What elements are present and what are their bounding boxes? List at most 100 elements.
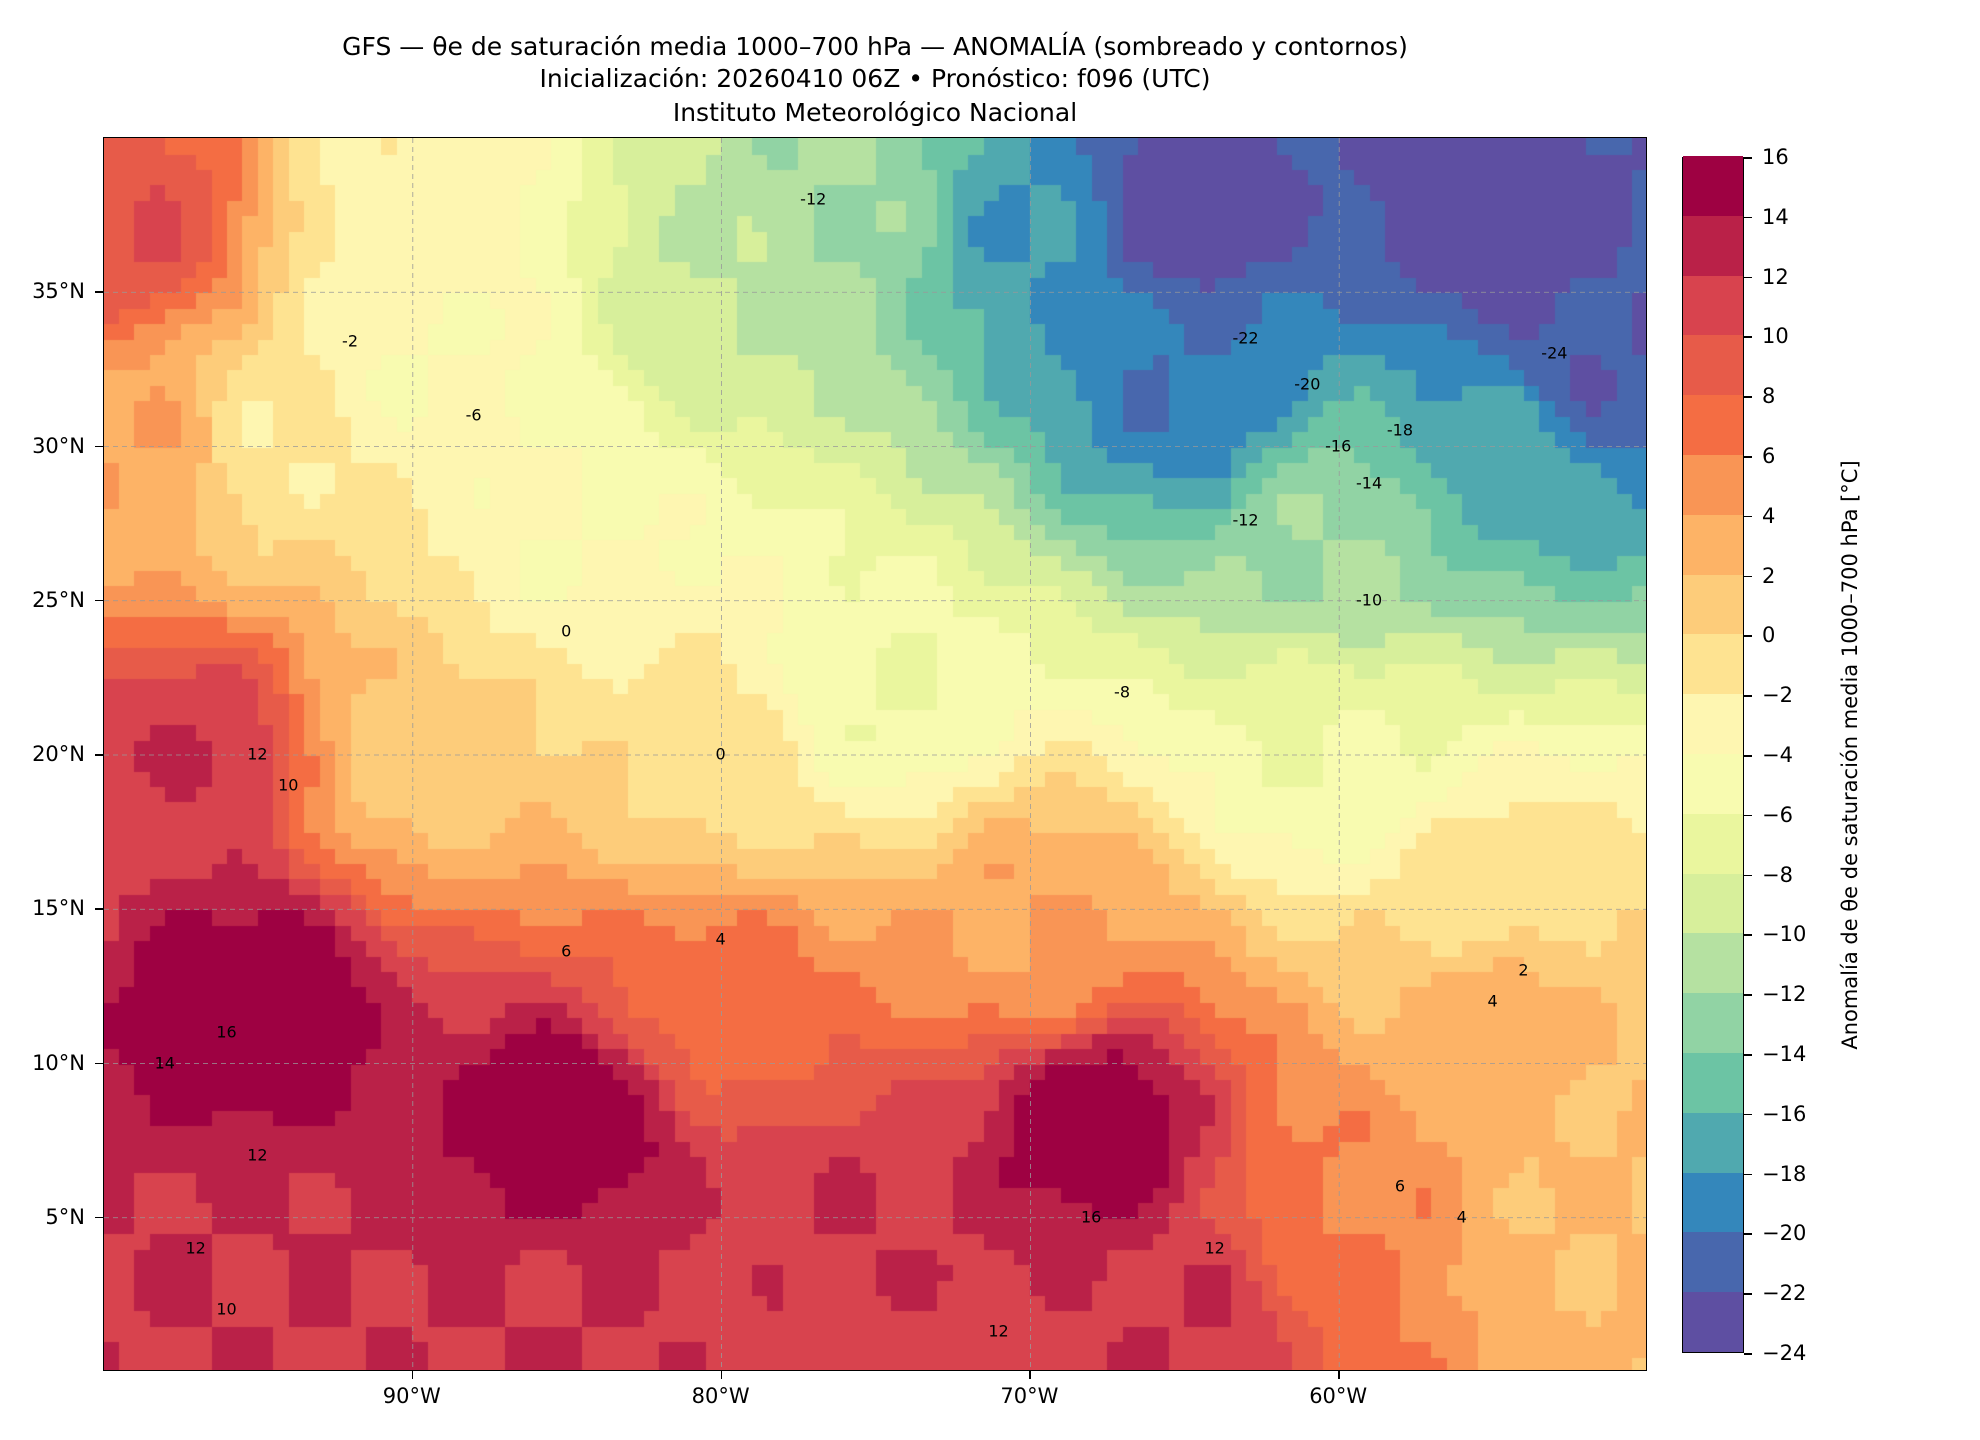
colorbar-tick-mark	[1744, 1353, 1752, 1355]
y-tick-label: 25°N	[32, 587, 85, 612]
contour-label: -2	[342, 331, 359, 351]
colorbar-segment	[1683, 813, 1743, 874]
x-tick-mark	[411, 1371, 414, 1379]
y-tick-label: 5°N	[45, 1204, 85, 1229]
colorbar-tick-mark	[1744, 814, 1752, 817]
y-tick-mark	[95, 291, 103, 293]
contour-label: 12	[185, 1238, 206, 1258]
colorbar-segment	[1683, 873, 1743, 934]
y-tick-mark	[95, 445, 103, 447]
y-tick-mark	[95, 908, 103, 910]
colorbar-tick-mark	[1744, 216, 1752, 219]
contour-label: 12	[247, 1145, 268, 1165]
colorbar-tick-mark	[1744, 874, 1752, 877]
contour-label: -12	[1232, 510, 1259, 530]
contour-label: 12	[1204, 1238, 1225, 1258]
colorbar-tick-label: −18	[1762, 1161, 1807, 1186]
colorbar-tick-label: −20	[1762, 1221, 1807, 1246]
colorbar-tick-label: −24	[1762, 1341, 1807, 1365]
contour-label: 6	[1394, 1176, 1406, 1196]
colorbar-tick-mark	[1744, 1173, 1752, 1176]
contour-label: 0	[715, 744, 726, 764]
contour-label: -6	[465, 405, 482, 425]
contour-label: -12	[800, 189, 827, 209]
chart-title: GFS — θe de saturación media 1000–700 hP…	[342, 32, 1408, 61]
colorbar-tick-mark	[1744, 276, 1752, 279]
y-tick-label: 10°N	[32, 1050, 85, 1075]
contour-label: 16	[1080, 1207, 1102, 1227]
colorbar-tick-label: −6	[1762, 802, 1793, 827]
contour-label: 10	[278, 775, 299, 795]
colorbar-tick-mark	[1744, 934, 1752, 936]
contour-label: 4	[1456, 1207, 1467, 1227]
colorbar-tick-mark	[1744, 755, 1752, 757]
map-plot-area	[103, 137, 1647, 1371]
contour-label: 10	[216, 1299, 237, 1319]
contour-label: 14	[154, 1053, 175, 1072]
contour-label: 4	[715, 929, 726, 949]
colorbar-tick-mark	[1744, 1293, 1752, 1295]
colorbar-tick-label: 8	[1762, 384, 1776, 409]
contour-label: 12	[247, 744, 268, 764]
colorbar-tick-mark	[1744, 994, 1752, 996]
colorbar-segment	[1683, 334, 1743, 396]
contour-label: -24	[1541, 343, 1568, 363]
colorbar-segment	[1683, 1052, 1743, 1113]
y-tick-mark	[95, 599, 103, 602]
colorbar-segment	[1683, 574, 1743, 635]
y-tick-label: 35°N	[32, 279, 85, 304]
y-tick-mark	[95, 1216, 103, 1219]
y-tick-label: 30°N	[32, 433, 85, 458]
colorbar-tick-label: −4	[1762, 743, 1793, 767]
colorbar-tick-label: 10	[1762, 324, 1789, 349]
contour-label: -10	[1356, 590, 1383, 610]
colorbar-segment	[1683, 1112, 1743, 1173]
chart-subtitle-run: Inicialización: 20260410 06Z • Pronóstic…	[539, 64, 1211, 93]
colorbar-tick-label: −12	[1762, 982, 1807, 1007]
colorbar-tick-label: 0	[1762, 623, 1776, 648]
contour-label: 2	[1518, 960, 1529, 980]
x-tick-label: 90°W	[382, 1384, 441, 1408]
x-tick-label: 80°W	[691, 1384, 750, 1408]
contour-label: 12	[988, 1321, 1009, 1341]
colorbar-tick-mark	[1744, 456, 1752, 458]
x-tick-mark	[1338, 1371, 1340, 1379]
colorbar-tick-label: 16	[1762, 145, 1789, 169]
x-tick-label: 60°W	[1309, 1384, 1368, 1408]
colorbar-tick-label: 4	[1762, 503, 1776, 528]
colorbar-segment	[1683, 1291, 1743, 1352]
colorbar-tick-label: 14	[1762, 204, 1789, 229]
colorbar-tick-label: −16	[1762, 1101, 1807, 1126]
contour-label: 6	[561, 941, 572, 961]
colorbar-tick-mark	[1744, 336, 1752, 338]
x-tick-mark	[720, 1371, 723, 1379]
colorbar-tick-label: 12	[1762, 264, 1789, 289]
colorbar-segment	[1683, 932, 1743, 994]
contour-label: -18	[1386, 420, 1414, 440]
colorbar-tick-label: 6	[1762, 444, 1776, 468]
colorbar-segment	[1683, 155, 1743, 216]
contour-label: -14	[1356, 473, 1383, 493]
colorbar-tick-mark	[1744, 515, 1752, 518]
colorbar-segment	[1683, 633, 1743, 695]
colorbar-tick-mark	[1744, 1054, 1752, 1056]
colorbar-segment	[1683, 394, 1743, 455]
colorbar-tick-mark	[1744, 575, 1752, 578]
colorbar	[1682, 155, 1744, 1353]
colorbar-tick-label: 2	[1762, 563, 1776, 588]
colorbar-segment	[1683, 693, 1743, 754]
y-tick-mark	[95, 754, 103, 756]
colorbar-segment	[1683, 215, 1743, 276]
contour-label: -22	[1232, 328, 1259, 348]
colorbar-tick-label: −22	[1762, 1281, 1807, 1306]
colorbar-segment	[1683, 1231, 1743, 1293]
y-tick-mark	[95, 1062, 103, 1064]
y-tick-label: 20°N	[32, 742, 85, 766]
contour-label: 4	[1487, 991, 1498, 1011]
anomaly-shading	[104, 138, 1646, 1370]
contour-label: -8	[1114, 682, 1131, 702]
colorbar-tick-label: −8	[1762, 862, 1793, 887]
colorbar-tick-label: −2	[1762, 683, 1793, 708]
colorbar-tick-mark	[1744, 1113, 1752, 1116]
colorbar-tick-label: −14	[1762, 1042, 1807, 1066]
